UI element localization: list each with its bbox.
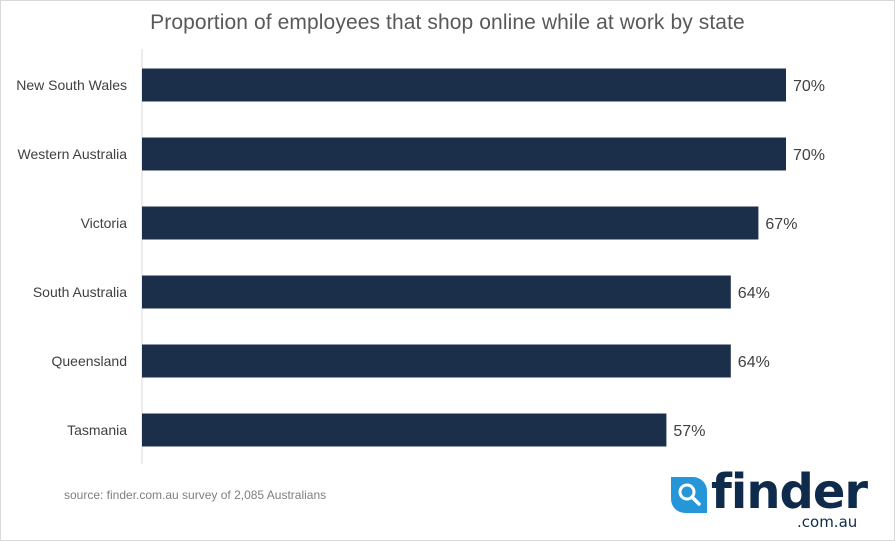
bar-new-south-wales [142, 68, 786, 102]
category-label: New South Wales [16, 77, 127, 93]
bar-victoria [142, 206, 759, 240]
bar-south-australia [142, 275, 731, 309]
source-note: source: finder.com.au survey of 2,085 Au… [64, 488, 327, 502]
logo-domain: .com.au [797, 513, 858, 531]
chart-title: Proportion of employees that shop online… [150, 11, 745, 34]
logo-wordmark: finder [711, 464, 868, 520]
search-magnifier-icon [671, 477, 707, 513]
data-label: 64% [738, 354, 770, 371]
bar-queensland [142, 344, 731, 378]
category-label: Tasmania [67, 422, 127, 438]
data-label: 64% [738, 285, 770, 302]
category-label: South Australia [33, 284, 127, 300]
finder-logo: finder .com.au [669, 464, 869, 533]
data-label: 70% [793, 147, 825, 164]
bar-tasmania [142, 413, 667, 447]
data-label: 70% [793, 78, 825, 95]
category-label: Victoria [81, 215, 128, 231]
category-label: Queensland [51, 353, 127, 369]
data-label: 57% [673, 423, 705, 440]
bar-chart: New South Wales 70% Western Australia 70% Vi… [16, 49, 825, 464]
category-label: Western Australia [18, 146, 128, 162]
bar-western-australia [142, 137, 786, 171]
data-label: 67% [765, 216, 797, 233]
